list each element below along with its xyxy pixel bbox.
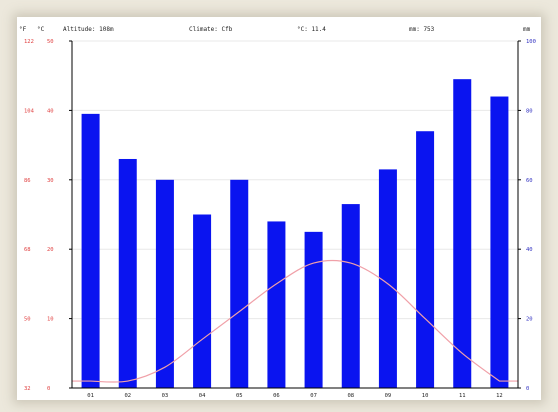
- x-tick-month: 08: [347, 393, 354, 399]
- avg-temp-label: °C: 11.4: [297, 26, 326, 33]
- y-tick-fahrenheit: 86: [24, 178, 31, 184]
- precip-bar: [193, 214, 212, 388]
- precip-bar: [341, 204, 360, 388]
- y-tick-mm: 100: [526, 39, 536, 45]
- x-tick-month: 09: [385, 393, 392, 399]
- y-tick-celsius: 0: [47, 386, 50, 392]
- y-tick-celsius: 50: [47, 39, 54, 45]
- y-tick-fahrenheit: 122: [24, 39, 34, 45]
- x-tick-month: 03: [162, 393, 169, 399]
- y-tick-celsius: 30: [47, 178, 54, 184]
- precip-bar: [118, 158, 137, 388]
- x-tick-month: 04: [199, 393, 206, 399]
- x-tick-month: 07: [310, 393, 317, 399]
- temperature-line-path: [72, 259, 518, 383]
- y-tick-fahrenheit: 32: [24, 386, 31, 392]
- x-tick-month: 02: [124, 393, 131, 399]
- y-tick-mm: 80: [526, 108, 533, 114]
- y-tick-mm: 0: [526, 386, 529, 392]
- unit-mm-label: mm: [523, 26, 531, 33]
- precip-bar: [378, 169, 397, 388]
- chart-header: °F °C Altitude: 108m Climate: Cfb °C: 11…: [19, 26, 531, 33]
- precip-bar: [81, 113, 100, 389]
- altitude-label: Altitude: 108m: [63, 26, 114, 33]
- x-tick-month: 01: [87, 393, 94, 399]
- unit-fahrenheit-label: °F: [19, 26, 27, 33]
- x-tick-month: 12: [496, 393, 503, 399]
- y-tick-fahrenheit: 104: [24, 108, 35, 114]
- y-tick-celsius: 40: [47, 108, 54, 114]
- y-tick-mm: 40: [526, 247, 533, 253]
- precip-bar: [304, 231, 323, 388]
- y-tick-celsius: 10: [47, 317, 54, 323]
- climate-chart-frame: °F °C Altitude: 108m Climate: Cfb °C: 11…: [17, 17, 541, 400]
- precip-bar: [416, 131, 435, 388]
- y-tick-fahrenheit: 50: [24, 317, 31, 323]
- precipitation-bars: [81, 79, 509, 389]
- x-tick-month: 11: [459, 393, 466, 399]
- precip-bar: [230, 179, 249, 388]
- axes: [69, 40, 521, 389]
- grid-lines: [72, 40, 518, 389]
- x-tick-month: 05: [236, 393, 243, 399]
- precip-bar: [490, 96, 509, 389]
- climate-chart: °F °C Altitude: 108m Climate: Cfb °C: 11…: [19, 26, 536, 399]
- x-tick-month: 06: [273, 393, 280, 399]
- x-tick-month: 10: [422, 393, 429, 399]
- y-tick-mm: 60: [526, 178, 533, 184]
- temperature-line: [72, 259, 518, 383]
- climate-label: Climate: Cfb: [189, 26, 233, 33]
- y-tick-celsius: 20: [47, 247, 54, 253]
- unit-celsius-label: °C: [37, 26, 45, 33]
- y-tick-fahrenheit: 68: [24, 247, 31, 253]
- precip-bar: [155, 179, 174, 388]
- precip-bar: [453, 79, 472, 389]
- y-tick-mm: 20: [526, 317, 533, 323]
- precip-bar: [267, 221, 286, 388]
- precip-label: mm: 753: [409, 26, 435, 33]
